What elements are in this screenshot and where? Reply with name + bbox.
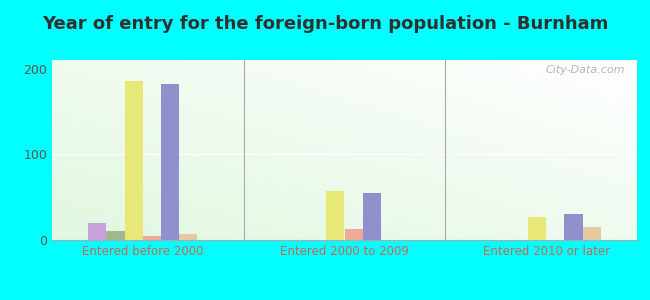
Text: City-Data.com: City-Data.com	[546, 65, 625, 75]
Bar	[363, 193, 381, 240]
Bar	[88, 223, 107, 240]
Bar	[582, 227, 601, 240]
Bar	[125, 81, 143, 240]
Bar	[107, 231, 125, 240]
Bar	[344, 229, 363, 240]
Bar	[179, 234, 197, 240]
Text: Year of entry for the foreign-born population - Burnham: Year of entry for the foreign-born popul…	[42, 15, 608, 33]
Bar	[161, 84, 179, 240]
Bar	[326, 191, 344, 240]
Bar	[143, 236, 161, 240]
Bar	[564, 214, 582, 240]
Bar	[528, 217, 546, 240]
